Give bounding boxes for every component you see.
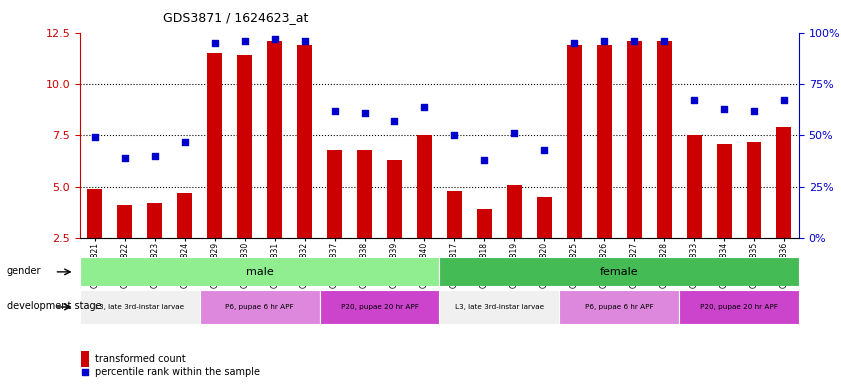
Bar	[477, 209, 492, 290]
Text: P6, pupae 6 hr APF: P6, pupae 6 hr APF	[225, 304, 294, 310]
Bar	[439, 290, 559, 324]
Point	[357, 110, 371, 116]
Point	[597, 38, 611, 44]
Bar	[717, 144, 732, 290]
Text: percentile rank within the sample: percentile rank within the sample	[95, 367, 260, 377]
Text: transformed count: transformed count	[95, 354, 186, 364]
Point	[118, 155, 131, 161]
Point	[238, 38, 251, 44]
Point	[388, 118, 401, 124]
Bar	[507, 185, 521, 290]
Point	[627, 38, 641, 44]
Point	[478, 157, 491, 163]
Point	[78, 369, 92, 376]
Point	[748, 108, 761, 114]
Bar	[657, 41, 672, 290]
Text: L3, late 3rd-instar larvae: L3, late 3rd-instar larvae	[455, 304, 544, 310]
Bar	[327, 150, 342, 290]
Text: L3, late 3rd-instar larvae: L3, late 3rd-instar larvae	[95, 304, 184, 310]
Text: GDS3871 / 1624623_at: GDS3871 / 1624623_at	[163, 12, 308, 25]
Text: female: female	[600, 266, 638, 277]
Point	[687, 98, 701, 104]
Bar	[776, 127, 791, 290]
Point	[418, 104, 431, 110]
Bar	[80, 257, 439, 286]
Bar	[267, 41, 282, 290]
Bar	[297, 45, 312, 290]
Text: P20, pupae 20 hr APF: P20, pupae 20 hr APF	[700, 304, 778, 310]
Point	[178, 139, 192, 145]
Bar	[627, 41, 642, 290]
Bar	[747, 142, 761, 290]
Text: P20, pupae 20 hr APF: P20, pupae 20 hr APF	[341, 304, 419, 310]
Bar	[417, 136, 432, 290]
Bar	[118, 205, 132, 290]
Bar	[87, 189, 103, 290]
Point	[508, 130, 521, 136]
Bar	[199, 290, 320, 324]
Point	[148, 153, 161, 159]
Text: development stage: development stage	[7, 301, 102, 311]
Point	[658, 38, 671, 44]
Bar	[439, 257, 799, 286]
Bar	[537, 197, 552, 290]
Bar	[679, 290, 799, 324]
Bar	[147, 203, 162, 290]
Point	[328, 108, 341, 114]
Bar	[80, 290, 199, 324]
Bar	[447, 191, 462, 290]
Point	[568, 40, 581, 46]
Bar	[357, 150, 372, 290]
Point	[777, 98, 791, 104]
Text: P6, pupae 6 hr APF: P6, pupae 6 hr APF	[584, 304, 653, 310]
Point	[447, 132, 461, 139]
Bar	[81, 351, 89, 367]
Bar	[567, 45, 582, 290]
Bar	[597, 45, 611, 290]
Bar	[559, 290, 679, 324]
Point	[88, 134, 102, 141]
Point	[208, 40, 221, 46]
Point	[537, 147, 551, 153]
Text: male: male	[246, 266, 273, 277]
Bar	[237, 55, 252, 290]
Bar	[207, 53, 222, 290]
Point	[717, 106, 731, 112]
Bar	[320, 290, 439, 324]
Bar	[177, 193, 193, 290]
Point	[298, 38, 311, 44]
Bar	[387, 160, 402, 290]
Point	[268, 36, 282, 42]
Bar	[686, 136, 701, 290]
Text: gender: gender	[7, 266, 41, 276]
